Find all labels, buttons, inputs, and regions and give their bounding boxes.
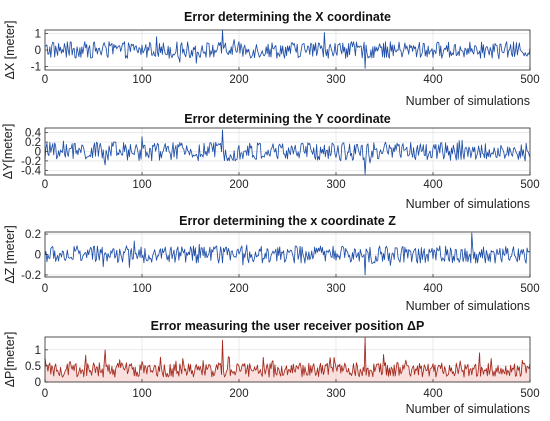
x-tick-label: 0: [42, 179, 48, 191]
x-tick-label: 200: [229, 179, 248, 191]
y-tick-label: -0.4: [21, 165, 41, 177]
y-axis-label: ΔX [meter]: [3, 20, 17, 79]
x-axis-label: Number of simulations: [406, 299, 530, 313]
x-tick-label: 500: [520, 74, 539, 86]
y-tick-label: 0.2: [25, 229, 41, 241]
chart-title: Error measuring the user receiver positi…: [151, 319, 425, 333]
y-axis-label: ΔZ [meter]: [3, 225, 17, 283]
y-tick-label: -0.2: [21, 270, 41, 282]
x-tick-label: 300: [326, 283, 345, 295]
series-line: [44, 337, 531, 378]
x-tick-label: 200: [229, 283, 248, 295]
x-tick-label: 100: [132, 179, 151, 191]
x-tick-label: 300: [326, 179, 345, 191]
chart-title: Error determining the Y coordinate: [184, 112, 391, 126]
y-tick-label: -0.2: [21, 156, 41, 168]
y-tick-label: -1: [31, 62, 41, 74]
x-axis-label: Number of simulations: [406, 94, 530, 108]
x-tick-label: 300: [326, 388, 345, 400]
x-tick-label: 200: [229, 74, 248, 86]
x-tick-label: 300: [326, 74, 345, 86]
x-tick-label: 200: [229, 388, 248, 400]
x-tick-label: 400: [423, 74, 442, 86]
y-tick-label: 0.2: [25, 137, 41, 149]
x-axis-label: Number of simulations: [406, 197, 530, 211]
x-tick-label: 500: [520, 388, 539, 400]
x-tick-label: 500: [520, 283, 539, 295]
x-tick-label: 100: [132, 74, 151, 86]
y-tick-label: 0.5: [25, 361, 41, 373]
x-axis-label: Number of simulations: [406, 402, 530, 416]
y-axis-label: ΔY[meter]: [1, 124, 15, 180]
panel-p: Error measuring the user receiver positi…: [3, 319, 540, 416]
panel-x: Error determining the X coordinate 0 100 20…: [3, 10, 540, 108]
x-tick-label: 400: [423, 388, 442, 400]
y-tick-label: 0: [35, 250, 41, 262]
series-area: [45, 337, 530, 382]
x-tick-label: 100: [132, 283, 151, 295]
x-tick-label: 0: [42, 283, 48, 295]
x-tick-label: 100: [132, 388, 151, 400]
x-tick-label: 0: [42, 388, 48, 400]
panel-z: Error determining the x coordinate Z 0 100…: [3, 214, 540, 313]
series-line: [44, 29, 531, 69]
y-tick-label: 0: [35, 45, 41, 57]
x-tick-label: 400: [423, 283, 442, 295]
x-tick-label: 500: [520, 179, 539, 191]
y-tick-label: 0: [35, 147, 41, 159]
chart-title: Error determining the x coordinate Z: [179, 214, 396, 228]
y-tick-label: 1: [35, 345, 41, 357]
chart-title: Error determining the X coordinate: [184, 10, 391, 24]
y-tick-label: 0: [35, 377, 41, 389]
y-axis-label: ΔP[meter]: [3, 332, 17, 388]
plot-frame: [44, 336, 531, 383]
x-tick-label: 400: [423, 179, 442, 191]
y-tick-label: 0.4: [25, 128, 42, 140]
series-line: [44, 232, 531, 276]
panel-y: Error determining the Y coordinate 0 100 20…: [1, 112, 540, 211]
y-tick-label: 1: [35, 28, 41, 40]
x-tick-label: 0: [42, 74, 48, 86]
series-line: [44, 129, 531, 175]
